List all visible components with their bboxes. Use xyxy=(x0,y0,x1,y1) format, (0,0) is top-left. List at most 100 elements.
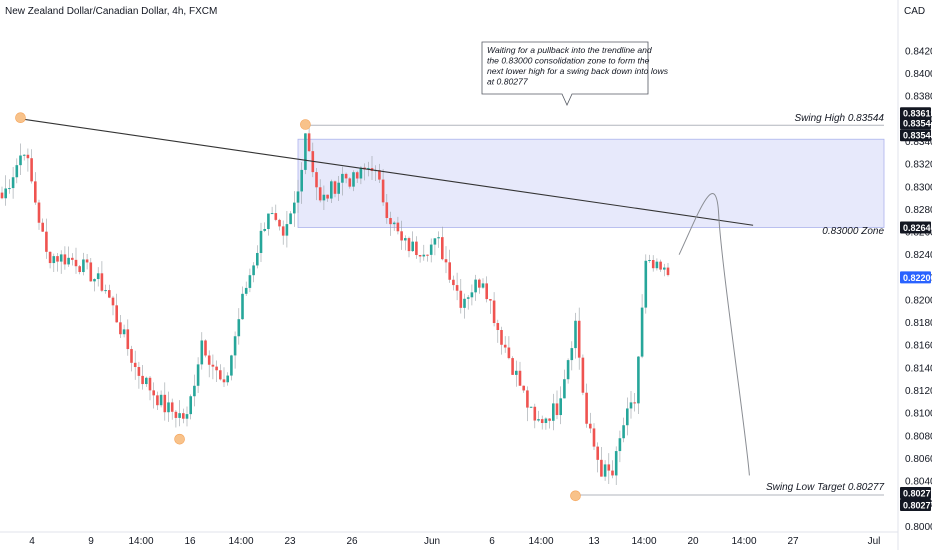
candle-body-down xyxy=(137,367,141,376)
candle-body-up xyxy=(252,265,255,276)
candle xyxy=(526,386,529,422)
candle xyxy=(640,294,644,359)
candle xyxy=(585,383,588,428)
price-tick-label: 0.83400 xyxy=(905,137,932,148)
candle xyxy=(196,357,200,393)
candle-body-up xyxy=(330,181,333,199)
candle xyxy=(500,326,503,355)
candle xyxy=(237,308,241,345)
candle-body-down xyxy=(522,385,525,391)
time-tick-label: Jul xyxy=(868,536,881,547)
candle xyxy=(189,394,192,420)
price-axis[interactable]: 0.800000.802000.804000.806000.808000.810… xyxy=(900,46,932,533)
candle-body-down xyxy=(666,267,670,276)
candle xyxy=(577,307,581,370)
candle xyxy=(19,143,22,175)
candle xyxy=(378,163,381,184)
candle xyxy=(570,341,574,371)
candle-body-down xyxy=(315,172,318,188)
price-tick-label: 0.80400 xyxy=(905,477,932,488)
trendline xyxy=(20,118,754,226)
candle-body-down xyxy=(448,262,451,280)
candle xyxy=(466,294,470,310)
candle-body-up xyxy=(404,238,407,241)
candle-body-down xyxy=(78,266,81,273)
candle xyxy=(93,278,96,292)
candle xyxy=(474,274,477,301)
candle-body-down xyxy=(119,322,122,335)
candle-body-up xyxy=(67,257,70,265)
candle-body-down xyxy=(444,259,448,263)
candle-body-up xyxy=(470,292,474,298)
price-tick-label: 0.83000 xyxy=(905,182,932,193)
candle-body-up xyxy=(189,396,192,415)
candle xyxy=(252,262,255,283)
candle xyxy=(429,238,433,263)
candle-body-down xyxy=(141,375,144,385)
swing-point-marker xyxy=(174,433,185,445)
time-tick-label: 6 xyxy=(489,536,495,547)
candle-body-up xyxy=(296,191,300,203)
candle-body-down xyxy=(211,364,215,367)
candle xyxy=(45,218,48,259)
candle-body-down xyxy=(478,279,481,288)
candle-body-up xyxy=(193,385,196,397)
candle xyxy=(315,168,318,201)
candle-body-up xyxy=(552,403,555,421)
candle xyxy=(637,356,640,415)
candle xyxy=(563,369,566,399)
candle-body-up xyxy=(200,340,204,365)
candle xyxy=(256,245,259,269)
candle-body-down xyxy=(485,283,488,300)
candle xyxy=(296,179,300,213)
candle-body-down xyxy=(381,179,385,203)
candle xyxy=(666,262,670,277)
candle xyxy=(626,397,629,436)
chart-background xyxy=(0,0,899,550)
candle xyxy=(522,385,525,393)
candle-body-up xyxy=(341,173,344,183)
candle xyxy=(307,125,311,152)
candle-body-down xyxy=(496,323,500,331)
candle-body-down xyxy=(600,459,603,477)
candle xyxy=(326,194,329,202)
candle-body-down xyxy=(511,358,514,375)
candle xyxy=(159,390,163,408)
candle-body-down xyxy=(592,428,596,447)
candle-body-up xyxy=(263,229,266,231)
candle-body-down xyxy=(507,347,511,359)
candle xyxy=(444,246,448,274)
time-tick-label: 14:00 xyxy=(631,536,656,547)
candle-body-down xyxy=(577,320,581,358)
candle-body-up xyxy=(566,360,570,380)
candle-body-down xyxy=(74,259,78,267)
candle xyxy=(592,423,596,450)
candle-body-up xyxy=(392,222,396,225)
candle xyxy=(385,193,389,224)
time-axis[interactable]: 4 9 14:00 16 14:00 23 26 Jun 6 14:00 13 14:00 20 14:0… xyxy=(29,536,880,547)
candle-body-up xyxy=(640,307,644,357)
candle-body-up xyxy=(463,298,466,308)
time-tick-label: 23 xyxy=(284,536,296,547)
price-tag-bg xyxy=(900,271,931,284)
candle-body-up xyxy=(159,394,163,406)
candle-body-up xyxy=(433,238,437,245)
candle xyxy=(85,254,89,270)
candle xyxy=(448,249,451,283)
callout-text-line: the 0.83000 consolidation zone to form t… xyxy=(487,56,650,66)
candle-body-up xyxy=(19,155,22,166)
candle xyxy=(485,276,488,303)
candle xyxy=(341,166,344,196)
candle-body-down xyxy=(548,418,551,421)
candle xyxy=(600,446,603,477)
candle-body-down xyxy=(207,355,211,365)
candle xyxy=(515,360,518,387)
callout-text-line: at 0.80277 xyxy=(487,77,529,87)
candle xyxy=(26,148,30,172)
candle xyxy=(230,354,233,381)
candle-body-up xyxy=(663,267,666,270)
candle xyxy=(281,220,285,245)
candle-body-down xyxy=(407,238,411,252)
candle xyxy=(104,284,107,294)
